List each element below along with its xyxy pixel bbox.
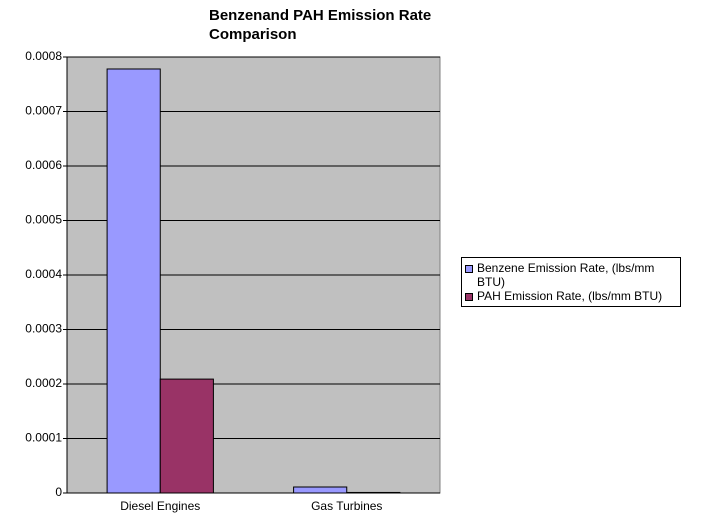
y-tick-label: 0.0007 xyxy=(25,104,62,118)
legend-label: Benzene Emission Rate, (lbs/mm BTU) xyxy=(477,261,655,289)
y-tick-label: 0.0003 xyxy=(25,322,62,336)
legend-swatch xyxy=(465,265,473,273)
y-tick-label: 0.0008 xyxy=(25,49,62,63)
legend-item: Benzene Emission Rate, (lbs/mm BTU) xyxy=(465,261,680,289)
bar xyxy=(159,378,214,494)
legend-label: PAH Emission Rate, (lbs/mm BTU) xyxy=(477,289,663,303)
y-tick-label: 0.0004 xyxy=(25,267,62,281)
y-tick-label: 0 xyxy=(55,485,62,499)
bar xyxy=(106,68,161,494)
y-tick-label: 0.0001 xyxy=(25,431,62,445)
legend-swatch xyxy=(465,293,473,301)
bar xyxy=(293,486,348,494)
x-tick-label: Diesel Engines xyxy=(120,499,200,513)
legend-item: PAH Emission Rate, (lbs/mm BTU) xyxy=(465,289,680,303)
chart-title: Benzenand PAH Emission Rate Comparison xyxy=(209,7,432,43)
x-tick-label: Gas Turbines xyxy=(311,499,382,513)
legend: Benzene Emission Rate, (lbs/mm BTU) PAH E… xyxy=(461,257,681,307)
y-tick-label: 0.0006 xyxy=(25,158,62,172)
y-tick-label: 0.0002 xyxy=(25,376,62,390)
y-tick-label: 0.0005 xyxy=(25,213,62,227)
